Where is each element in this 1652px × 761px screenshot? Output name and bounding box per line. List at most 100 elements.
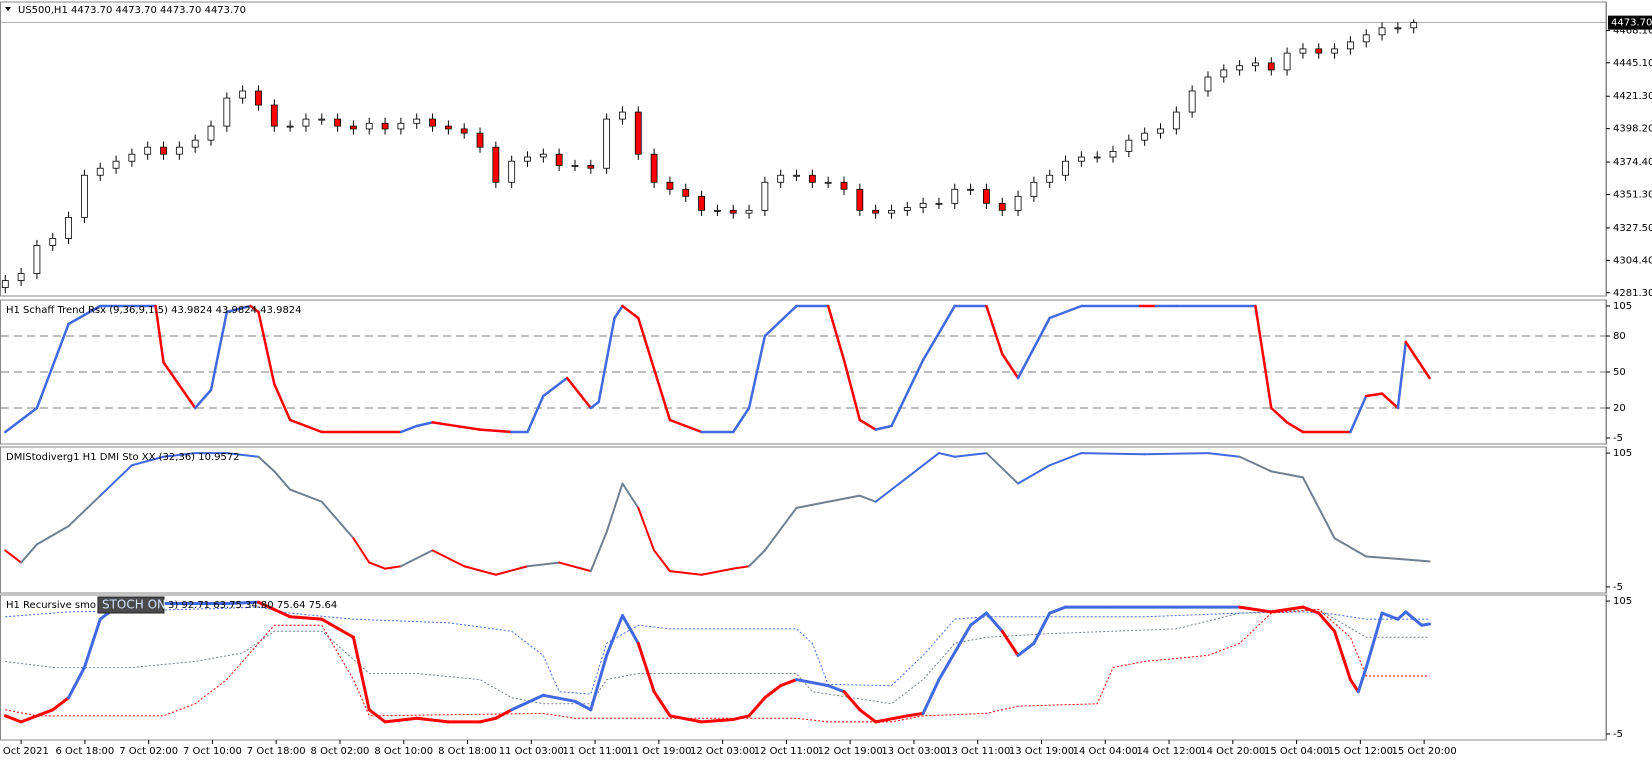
indicator-segment [1270,470,1304,479]
indicator-title: H1 Schaff Trend Rsx (9,36,9,1.5) 43.9824… [6,305,302,316]
indicator-segment [1048,605,1068,615]
x-tick-label: 12 Oct 11:00 [754,746,819,757]
indicator-segment [1333,537,1368,558]
indicator-segment [795,678,830,688]
indicator-segment [1285,421,1305,434]
candle-body [555,153,563,166]
indicator-segment [542,376,569,398]
indicator-segment [1404,610,1424,627]
x-tick-label: 8 Oct 18:00 [438,746,497,757]
indicator-segment [67,304,102,326]
candle-body [160,146,167,155]
indicator-segment [874,476,909,503]
symbol-menu-arrow[interactable] [5,7,11,11]
indicator-segment [20,543,38,564]
candle-body [365,122,373,130]
indicator-segment [858,708,878,724]
candle-body [270,104,278,127]
y-tick-label: 4421.30 [1613,91,1652,102]
candle-body [1204,76,1212,92]
candle-body [840,181,848,190]
indicator-segment [1254,304,1273,410]
indicator-segment [1269,605,1305,614]
candle-body [1,280,9,288]
indicator-segment [621,482,640,509]
candle-body [476,132,484,148]
candle-body [33,245,41,274]
indicator-segment [613,304,624,320]
indicator-segment [1317,611,1337,633]
indicator-segment [747,696,767,718]
indicator-segment [858,418,877,431]
indicator-segment [209,310,229,392]
y-tick-label: 50 [1613,367,1626,378]
indicator-title: H1 Recursive smo [6,600,96,611]
indicator-segment [225,452,260,458]
indicator-segment [732,565,751,570]
indicator-segment [51,696,71,712]
indicator-segment [1364,611,1384,669]
candle-body [65,216,72,239]
y-tick-label: 4351.30 [1613,189,1652,200]
candle-body [872,209,880,214]
candle-body [1362,34,1370,43]
indicator-segment [193,388,213,410]
indicator-segment [3,714,23,724]
stoch-button[interactable] [97,596,165,614]
indicator-segment [1016,641,1036,657]
candle-body [492,146,500,183]
x-tick-label: 13 Oct 03:00 [881,746,946,757]
indicator-segment [1238,605,1273,614]
candle-body [1172,111,1180,130]
stoch-button-label[interactable]: STOCH ON [102,598,166,612]
candle-body [429,118,436,127]
candle-body [951,188,959,204]
indicator-segment [67,494,102,528]
indicator-segment [653,549,671,573]
indicator-segment [637,506,656,552]
x-tick-label: 8 Oct 02:00 [311,746,370,757]
candle-body [128,153,136,162]
candle-body [1188,90,1196,113]
indicator-segment [827,494,861,503]
indicator-segment [541,693,577,703]
indicator-segment [510,693,545,712]
candle-body [444,125,452,130]
candle-body [919,202,927,208]
indicator-segment [597,316,616,404]
indicator-segment [763,304,798,338]
indicator-segment [921,678,941,715]
candle-body [856,188,864,211]
candle-body [1125,139,1133,152]
candle-body [983,188,990,204]
candle-body [413,118,421,124]
indicator-segment [288,418,324,434]
indicator-segment [905,711,925,718]
candle-body [144,146,152,155]
y-tick-label: 20 [1613,403,1626,414]
indicator-segment [1048,452,1083,467]
indicator-segment [985,452,1020,485]
indicator-segment [1333,629,1352,682]
x-tick-label: 7 Oct 18:00 [247,746,306,757]
x-tick-label: 14 Oct 20:00 [1200,746,1265,757]
x-tick-label: 11 Oct 03:00 [499,746,564,757]
candle-body [1252,62,1259,67]
indicator-segment [19,708,55,724]
candle-body [650,153,658,183]
indicator-segment [731,406,751,434]
indicator-segment [1349,394,1368,434]
indicator-segment [937,623,973,682]
chart-title: US500,H1 4473.70 4473.70 4473.70 4473.70 [18,5,246,16]
candle-body [318,118,326,121]
last-price-label: 4473.70 [1611,18,1652,29]
candle-body [239,90,247,99]
indicator-segment [700,567,735,576]
candle-body [1220,69,1228,78]
candle-body [888,209,895,214]
indicator-segment [874,424,893,431]
candle-body [334,118,342,127]
band-line [5,606,1430,695]
indicator-segment [1404,340,1431,380]
x-tick-label: 6 Oct 2021 [0,746,49,757]
